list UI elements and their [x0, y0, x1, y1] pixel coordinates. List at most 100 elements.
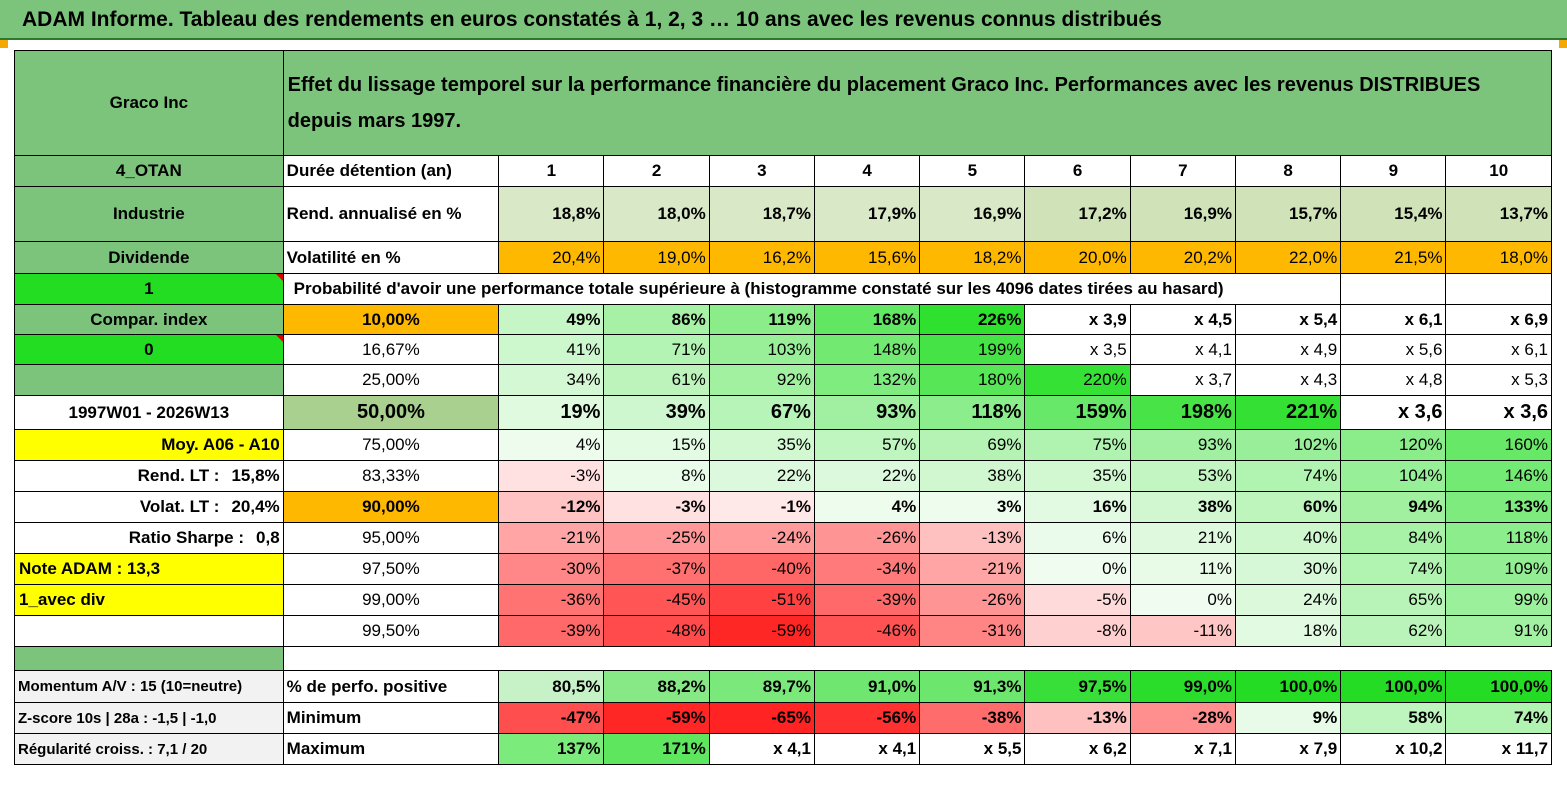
quantile-value: 40% [1234, 522, 1342, 554]
quantile-value: 60% [1234, 491, 1342, 523]
period-label: 1997W01 - 2026W13 [14, 395, 284, 430]
quantile-value: 19% [498, 395, 605, 430]
quantile-value: 8% [603, 460, 710, 492]
rend-label: Rend. annualisé en % [282, 186, 500, 242]
quantile-value: 30% [1234, 553, 1342, 585]
quantile-value: -21% [919, 553, 1026, 585]
quantile-value: 65% [1340, 584, 1447, 616]
quantile-value: 71% [603, 334, 710, 365]
quantile-value: 0% [1129, 584, 1236, 616]
year-header: 5 [919, 155, 1026, 187]
quantile-value: 4% [813, 491, 921, 523]
proba-row: 1 Probabilité d'avoir une performance to… [14, 273, 1552, 305]
minimum-value: -59% [603, 702, 710, 734]
quantile-value: -21% [498, 522, 605, 554]
quantile-value: 160% [1445, 429, 1552, 461]
sharpe-label: Ratio Sharpe : [128, 528, 245, 547]
sharpe-value: 0,8 [256, 528, 280, 547]
quantile-value: -45% [603, 584, 710, 616]
quantile-label: 99,00% [282, 584, 500, 616]
quantile-value: -8% [1024, 615, 1131, 647]
quantile-row: 1_avec div 99,00% -36% -45% -51% -39% -26% -5% 0… [14, 584, 1552, 616]
minimum-value: -13% [1024, 702, 1131, 734]
perf_pos-value: 88,2% [603, 670, 710, 703]
year-header: 6 [1024, 155, 1131, 187]
volat-value: 18,0% [1445, 241, 1552, 274]
minimum-row: Z-score 10s | 28a : -1,5 | -1,0 Minimum -4… [14, 702, 1552, 734]
year-header: 10 [1445, 155, 1552, 187]
volat-value: 15,6% [813, 241, 921, 274]
quantile-value: -31% [919, 615, 1026, 647]
quantile-value: -48% [603, 615, 710, 647]
maximum-value: x 10,2 [1340, 733, 1447, 765]
quantile-value: 39% [603, 395, 710, 430]
quantile-value: 57% [813, 429, 921, 461]
quantile-value: -30% [498, 553, 605, 585]
volat-value: 22,0% [1234, 241, 1342, 274]
dividend-label: Dividende [14, 241, 284, 274]
maximum-value: x 6,2 [1024, 733, 1131, 765]
quantile-row: Volat. LT : 20,4% 90,00% -12% -3% -1% 4% 3% 16% 3… [14, 491, 1552, 523]
rend-value: 18,8% [498, 186, 605, 242]
quantile-value: 22% [708, 460, 815, 492]
quantile-value: 61% [603, 364, 710, 396]
quantile-value: 22% [813, 460, 921, 492]
stat-label: Z-score 10s | 28a : -1,5 | -1,0 [14, 702, 284, 734]
quantile-value: -1% [708, 491, 815, 523]
quantile-value: 148% [813, 334, 921, 365]
quantile-row: Note ADAM : 13,3 97,50% -30% -37% -40% -34% -2… [14, 553, 1552, 585]
minimum-value: -38% [919, 702, 1026, 734]
rend-value: 16,9% [1129, 186, 1236, 242]
quantile-value: -3% [603, 491, 710, 523]
quantile-value: -5% [1024, 584, 1131, 616]
volat-value: 20,0% [1024, 241, 1131, 274]
rend-value: 13,7% [1445, 186, 1552, 242]
quantile-value: 93% [813, 395, 921, 430]
sector-label: Industrie [14, 186, 284, 242]
title-bar: ADAM Informe. Tableau des rendements en … [0, 0, 1567, 40]
quantile-value: 11% [1129, 553, 1236, 585]
quantile-value: 86% [603, 304, 710, 335]
quantile-value: x 5,4 [1234, 304, 1342, 335]
compar-index-label: Compar. index [14, 304, 284, 335]
stat-label: Régularité croiss. : 7,1 / 20 [14, 733, 284, 765]
quantile-value: 53% [1129, 460, 1236, 492]
company-name: Graco Inc [14, 50, 284, 156]
perf_pos-value: 100,0% [1445, 670, 1552, 703]
year-header: 1 [498, 155, 605, 187]
rend-value: 18,0% [603, 186, 710, 242]
year-header: 4 [813, 155, 921, 187]
quantile-value: -51% [708, 584, 815, 616]
quantile-value: 24% [1234, 584, 1342, 616]
quantile-value: 21% [1129, 522, 1236, 554]
quantile-value: -40% [708, 553, 815, 585]
quantile-value: 168% [813, 304, 921, 335]
perf_pos-value: 100,0% [1340, 670, 1447, 703]
volat-value: 20,4% [498, 241, 605, 274]
year-header: 8 [1234, 155, 1342, 187]
quantile-row: Compar. index 10,00% 49% 86% 119% 168% 226% x 3… [14, 304, 1552, 335]
volat-value: 21,5% [1340, 241, 1447, 274]
quantile-value: 15% [603, 429, 710, 461]
rend-value: 17,9% [813, 186, 921, 242]
quantile-value: 34% [498, 364, 605, 396]
quantile-value: 38% [919, 460, 1026, 492]
maximum-value: 171% [603, 733, 710, 765]
minimum-value: 9% [1234, 702, 1342, 734]
corner-marker [1559, 40, 1567, 48]
quantile-value: x 4,5 [1129, 304, 1236, 335]
maximum-value: 137% [498, 733, 605, 765]
quantile-value: 91% [1445, 615, 1552, 647]
maximum-value: x 7,1 [1129, 733, 1236, 765]
quantile-value: 221% [1234, 395, 1342, 430]
quantile-value: x 5,3 [1445, 364, 1552, 396]
quantile-value: x 4,8 [1340, 364, 1447, 396]
maximum-value: x 5,5 [919, 733, 1026, 765]
quantile-value: 38% [1129, 491, 1236, 523]
quantile-value: x 3,6 [1340, 395, 1447, 430]
quantile-value: 118% [1445, 522, 1552, 554]
volat-label: Volatilité en % [282, 241, 500, 274]
quantile-value: -59% [708, 615, 815, 647]
quantile-value: 103% [708, 334, 815, 365]
quantile-label: 99,50% [282, 615, 500, 647]
